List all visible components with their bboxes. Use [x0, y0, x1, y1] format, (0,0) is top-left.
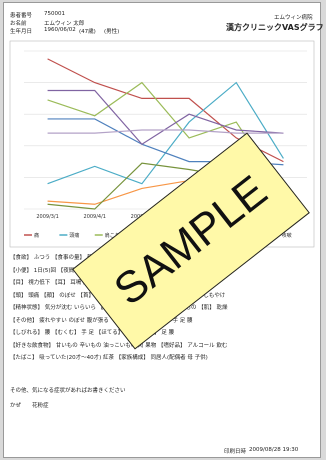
legend-label: 肩こり [105, 232, 120, 239]
value: (男性) [104, 29, 120, 35]
form-row: 【たばこ】 吸っていた(20才〜40才) 紅茶 【家族構成】 同居人(配偶者 母… [10, 355, 208, 361]
value: 1960/06/02 [44, 27, 76, 33]
value: (47歳) [79, 29, 96, 35]
title: 漢方クリニックVASグラフ [226, 23, 324, 32]
line-series [47, 89, 284, 146]
form-row: 【しびれる】 腰 【むくむ】 手 足 【ほてる】 顔 【冷える】 足 腰 [10, 330, 175, 336]
value: エムウィン 太郎 [44, 21, 85, 27]
note-label: その他、気になる症状があればお書きください [10, 388, 126, 394]
x-tick-label: 2009/3/1 [36, 214, 58, 220]
hospital: エムウィン病院 [274, 15, 313, 21]
label: お名前 [10, 21, 27, 27]
legend-label: 頭痛 [69, 232, 79, 239]
value: 750001 [44, 11, 65, 17]
legend-label: 痛 [34, 232, 39, 239]
label: 患者番号 [10, 13, 33, 19]
form-row: 【好きな飲食物】 甘いもの 辛いもの 油っこいもの 肉 果物 【嗜好品】 アルコ… [10, 342, 228, 349]
note: かぜ 花粉症 [10, 403, 49, 409]
legend-label: 咳嗽 [282, 232, 292, 239]
label: 印刷日時 [224, 449, 247, 455]
form-row: 【その他】 疲れやすい のぼせ 腹が張る 【こる】 首 肩 【痛む】 手 足 腰 [10, 317, 193, 324]
x-tick-label: 2009/4/1 [84, 214, 106, 220]
value: 2009/08/28 19:30 [249, 447, 299, 453]
label: 生年月日 [10, 29, 33, 35]
